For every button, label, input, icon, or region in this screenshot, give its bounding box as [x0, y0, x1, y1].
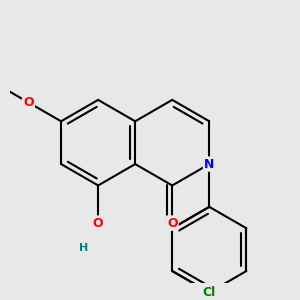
Text: O: O: [167, 217, 178, 230]
Text: O: O: [23, 96, 34, 109]
Text: N: N: [204, 158, 214, 171]
Text: Cl: Cl: [203, 286, 216, 299]
Text: O: O: [93, 217, 104, 230]
Text: H: H: [79, 243, 88, 253]
